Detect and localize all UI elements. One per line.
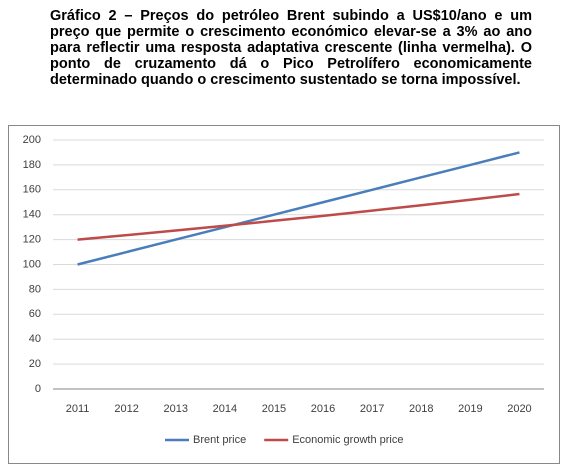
y-tick-label: 160 [23,184,41,196]
x-tick-label: 2015 [262,403,286,415]
y-tick-label: 60 [29,308,41,320]
y-tick-label: 140 [23,209,41,221]
x-tick-label: 2013 [164,403,188,415]
chart-frame [8,125,560,464]
x-tick-label: 2014 [213,403,237,415]
line-series [77,151,520,266]
y-tick-label: 20 [29,358,41,370]
x-tick-label: 2020 [507,403,531,415]
y-tick-label: 40 [29,333,41,345]
x-tick-label: 2011 [66,403,90,415]
line-series [77,192,520,241]
x-tick-label: 2016 [311,403,335,415]
x-tick-label: 2019 [458,403,482,415]
legend-label: Economic growth price [292,434,403,446]
y-tick-label: 0 [35,383,41,395]
y-tick-label: 180 [23,159,41,171]
y-tick-label: 80 [29,283,41,295]
y-tick-label: 200 [23,134,41,146]
x-tick-label: 2012 [114,403,138,415]
y-tick-label: 120 [23,234,41,246]
x-tick-label: 2017 [360,403,384,415]
chart-title: Gráfico 2 – Preços do petróleo Brent sub… [50,8,532,88]
legend-label: Brent price [193,434,246,446]
y-tick-label: 100 [23,258,41,270]
x-tick-label: 2018 [409,403,433,415]
